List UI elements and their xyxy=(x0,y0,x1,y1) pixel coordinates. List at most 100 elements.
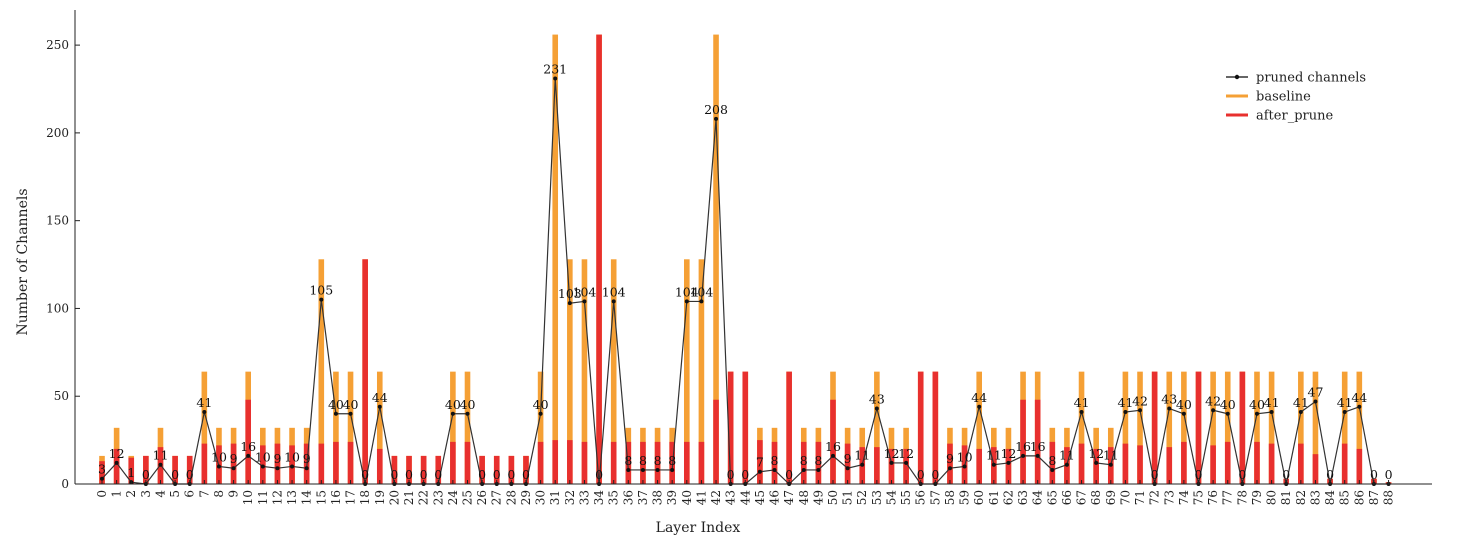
x-tick-label: 18 xyxy=(358,490,372,505)
x-tick-label: 3 xyxy=(139,490,153,498)
point-pruned-channels xyxy=(450,411,455,416)
data-label: 10 xyxy=(284,449,300,464)
bar-baseline xyxy=(318,259,325,484)
point-pruned-channels xyxy=(611,299,616,304)
bar-after-prune xyxy=(493,455,500,484)
data-label: 16 xyxy=(1015,439,1031,454)
data-label: 8 xyxy=(814,453,822,468)
point-pruned-channels xyxy=(640,467,645,472)
bar-baseline xyxy=(201,371,208,484)
bar-after-prune xyxy=(742,371,749,484)
bar-after-prune xyxy=(172,455,178,484)
y-tick-label: 100 xyxy=(46,301,69,315)
data-label: 41 xyxy=(1117,395,1133,410)
x-tick-label: 36 xyxy=(621,490,635,505)
data-label: 40 xyxy=(1220,397,1236,412)
bar-after-prune xyxy=(567,440,573,484)
bar-after-prune xyxy=(757,440,763,484)
bar-after-prune xyxy=(464,441,471,484)
bar-baseline xyxy=(1341,371,1348,484)
bar-after-prune xyxy=(420,455,427,484)
data-label: 47 xyxy=(1308,384,1324,399)
data-label: 0 xyxy=(1385,467,1393,482)
data-label: 0 xyxy=(595,467,603,482)
point-pruned-channels xyxy=(1021,453,1026,458)
data-label: 0 xyxy=(917,467,925,482)
data-label: 12 xyxy=(898,446,914,461)
x-tick-label: 68 xyxy=(1089,490,1103,505)
bar-after-prune xyxy=(976,448,982,484)
bar-after-prune xyxy=(1122,443,1129,484)
bar-after-prune xyxy=(552,440,559,484)
bar-after-prune xyxy=(230,443,237,484)
data-label: 40 xyxy=(460,397,476,412)
x-tick-label: 70 xyxy=(1118,490,1132,505)
x-tick-label: 44 xyxy=(738,490,752,506)
bar-baseline xyxy=(1137,371,1143,484)
x-tick-label: 66 xyxy=(1060,490,1074,505)
bar-after-prune xyxy=(1034,399,1041,484)
data-label: 40 xyxy=(1249,397,1265,412)
bar-baseline xyxy=(874,371,880,484)
data-label: 0 xyxy=(361,467,369,482)
x-tick-label: 54 xyxy=(884,490,898,506)
x-tick-label: 77 xyxy=(1221,490,1235,505)
y-tick-label: 0 xyxy=(61,477,69,491)
point-pruned-channels xyxy=(1269,410,1274,415)
bar-after-prune xyxy=(625,441,632,484)
data-label: 11 xyxy=(153,448,169,463)
x-tick-label: 29 xyxy=(519,490,533,505)
bar-after-prune xyxy=(596,34,602,484)
data-label: 9 xyxy=(230,451,238,466)
y-tick-label: 150 xyxy=(46,214,69,228)
data-label: 12 xyxy=(884,446,900,461)
x-tick-label: 49 xyxy=(811,490,825,505)
x-tick-label: 69 xyxy=(1104,490,1118,505)
point-pruned-channels xyxy=(947,466,952,471)
bar-after-prune xyxy=(1151,371,1158,484)
x-tick-label: 33 xyxy=(577,490,591,505)
x-tick-label: 23 xyxy=(431,490,445,505)
x-tick-label: 37 xyxy=(636,490,650,505)
bar-after-prune xyxy=(640,441,646,484)
bar-after-prune xyxy=(1005,448,1012,484)
x-tick-label: 71 xyxy=(1133,490,1147,505)
point-pruned-channels xyxy=(1006,460,1011,465)
x-tick-label: 78 xyxy=(1235,490,1249,505)
x-tick-label: 80 xyxy=(1265,490,1279,505)
point-pruned-channels xyxy=(202,410,207,415)
bar-after-prune xyxy=(362,259,368,484)
x-tick-label: 85 xyxy=(1338,490,1352,505)
x-tick-label: 79 xyxy=(1250,490,1264,505)
bar-after-prune xyxy=(99,461,105,484)
x-tick-label: 82 xyxy=(1294,490,1308,505)
x-tick-label: 2 xyxy=(124,490,138,498)
data-label: 12 xyxy=(1000,446,1016,461)
x-tick-label: 26 xyxy=(475,490,489,505)
x-tick-label: 32 xyxy=(563,490,577,505)
data-label: 11 xyxy=(1103,448,1119,463)
data-label: 11 xyxy=(986,448,1002,463)
bar-after-prune xyxy=(1298,443,1304,484)
x-tick-label: 43 xyxy=(724,490,738,505)
bar-after-prune xyxy=(932,371,939,484)
point-pruned-channels xyxy=(1138,408,1143,413)
data-label: 0 xyxy=(522,467,530,482)
bar-baseline xyxy=(567,259,573,484)
x-tick-label: 19 xyxy=(373,490,387,505)
data-label: 41 xyxy=(1074,395,1090,410)
bar-after-prune xyxy=(113,448,120,484)
data-label: 41 xyxy=(1337,395,1353,410)
x-axis-title: Layer Index xyxy=(656,520,741,536)
point-pruned-channels xyxy=(845,466,850,471)
bar-after-prune xyxy=(698,441,705,484)
y-axis: 0 50 100 150 200 250 xyxy=(46,10,80,491)
x-tick-label: 38 xyxy=(651,490,665,505)
bar-baseline xyxy=(1122,371,1129,484)
bar-after-prune xyxy=(450,441,456,484)
y-tick-label: 50 xyxy=(54,389,69,403)
point-pruned-channels xyxy=(962,464,967,469)
point-pruned-channels xyxy=(655,467,660,472)
x-tick-label: 46 xyxy=(768,490,782,505)
bar-baseline xyxy=(1078,371,1085,484)
